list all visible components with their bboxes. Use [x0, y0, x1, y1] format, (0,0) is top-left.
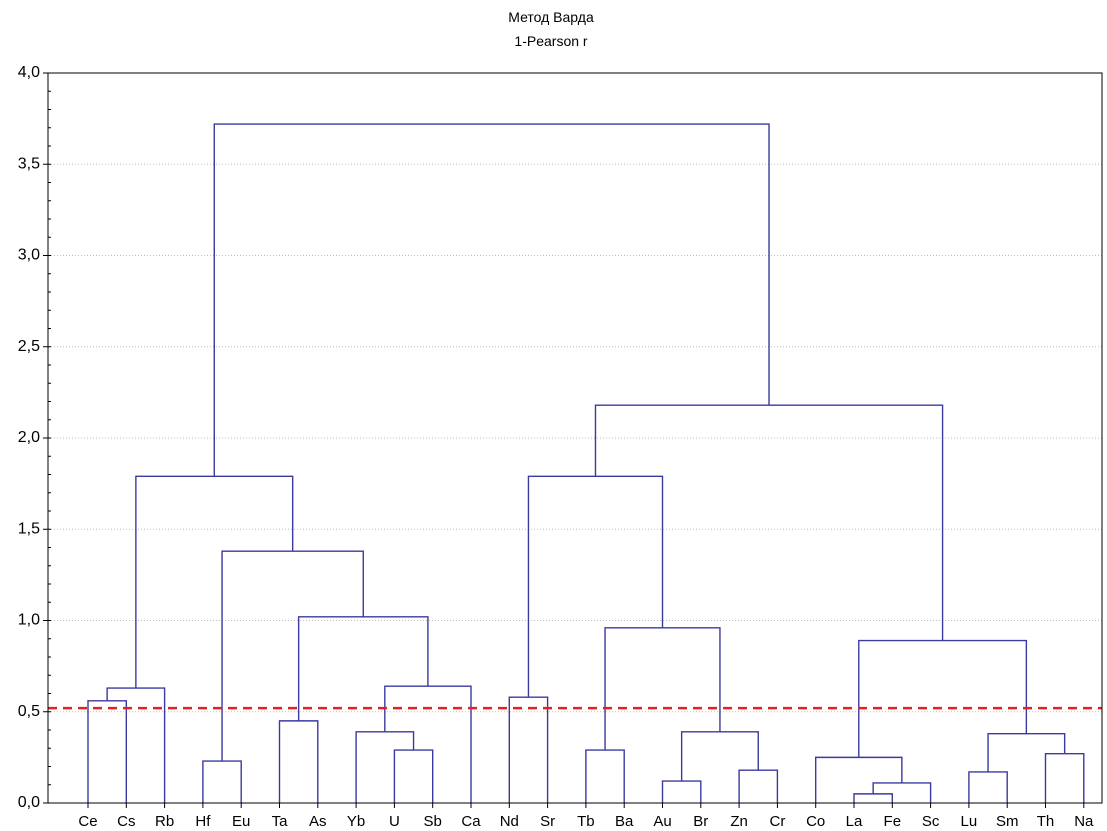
leaf-label: U — [389, 813, 400, 830]
y-tick-label: 3,0 — [18, 247, 40, 264]
leaf-label: Cr — [769, 813, 785, 830]
grid-lines — [48, 163, 1102, 713]
dendrogram-link — [815, 756, 903, 803]
dendrogram-link — [135, 475, 294, 689]
leaf-label: Nd — [500, 813, 519, 830]
dendrogram-link — [297, 616, 429, 721]
dendrogram-link — [87, 700, 127, 803]
dendrogram-link — [585, 749, 625, 803]
leaf-label: Ta — [272, 813, 289, 830]
y-tick-label: 3,5 — [18, 155, 40, 172]
dendrogram-link — [968, 771, 1008, 803]
dendrogram-link — [384, 685, 472, 803]
leaf-label: Co — [806, 813, 825, 830]
leaf-label: Br — [693, 813, 708, 830]
y-tick-label: 1,0 — [18, 612, 40, 629]
leaf-label: Sc — [922, 813, 940, 830]
leaf-label: Yb — [347, 813, 365, 830]
y-tick-label: 0,0 — [18, 794, 40, 811]
y-tick-label: 1,5 — [18, 520, 40, 537]
dendrogram-link — [987, 732, 1066, 772]
leaf-label: Ce — [78, 813, 97, 830]
dendrogram-link — [393, 749, 434, 803]
dendrogram-link — [661, 780, 702, 803]
y-tick-label: 2,0 — [18, 429, 40, 446]
leaf-label: Fe — [884, 813, 902, 830]
leaf-label: Sr — [540, 813, 555, 830]
dendrogram-link — [106, 687, 166, 803]
leaf-label: Ba — [615, 813, 634, 830]
leaf-label: Eu — [232, 813, 250, 830]
chart-title: Метод Варда — [508, 9, 594, 25]
plot-frame — [47, 72, 1103, 804]
leaf-label: La — [846, 813, 863, 830]
leaf-label: Zn — [730, 813, 748, 830]
chart-subtitle: 1-Pearson r — [514, 33, 587, 49]
dendrogram-link — [594, 404, 944, 641]
dendrogram-link — [853, 793, 893, 803]
dendrogram-link — [858, 639, 1028, 758]
leaf-label: Cs — [117, 813, 135, 830]
dendrogram-link — [213, 123, 770, 477]
dendrogram-link — [278, 720, 319, 803]
y-tick-label: 0,5 — [18, 703, 40, 720]
dendrogram-link — [738, 769, 779, 803]
leaf-label: Na — [1074, 813, 1094, 830]
leaf-label: Sb — [424, 813, 442, 830]
leaf-label: Rb — [155, 813, 174, 830]
dendrogram-link — [202, 760, 242, 803]
leaf-label: Hf — [195, 813, 211, 830]
dendrogram-link — [872, 782, 932, 803]
leaf-label: Sm — [996, 813, 1019, 830]
y-tick-label: 4,0 — [18, 64, 40, 81]
leaf-label: As — [309, 813, 327, 830]
dendrogram-link — [527, 475, 664, 698]
dendrogram-links — [87, 123, 1085, 803]
leaf-label: Ca — [461, 813, 481, 830]
dendrogram-link — [680, 731, 759, 782]
x-axis: Ce Cs Rb Hf Eu Ta As Yb U Sb Ca Nd Sr Tb Ba Au Br Zn Cr Co L… — [78, 803, 1094, 830]
dendrogram-link — [221, 550, 364, 762]
leaf-label: Tb — [577, 813, 595, 830]
leaf-label: Th — [1037, 813, 1055, 830]
y-tick-label: 2,5 — [18, 338, 40, 355]
leaf-label: Lu — [961, 813, 978, 830]
dendrogram-link — [1044, 753, 1085, 803]
dendrogram-link — [508, 696, 549, 803]
dendrogram-link — [355, 731, 415, 803]
leaf-label: Au — [653, 813, 671, 830]
y-axis: 0,0 0,5 1,0 1,5 2,0 2,5 3,0 3,5 4,0 — [18, 64, 51, 811]
